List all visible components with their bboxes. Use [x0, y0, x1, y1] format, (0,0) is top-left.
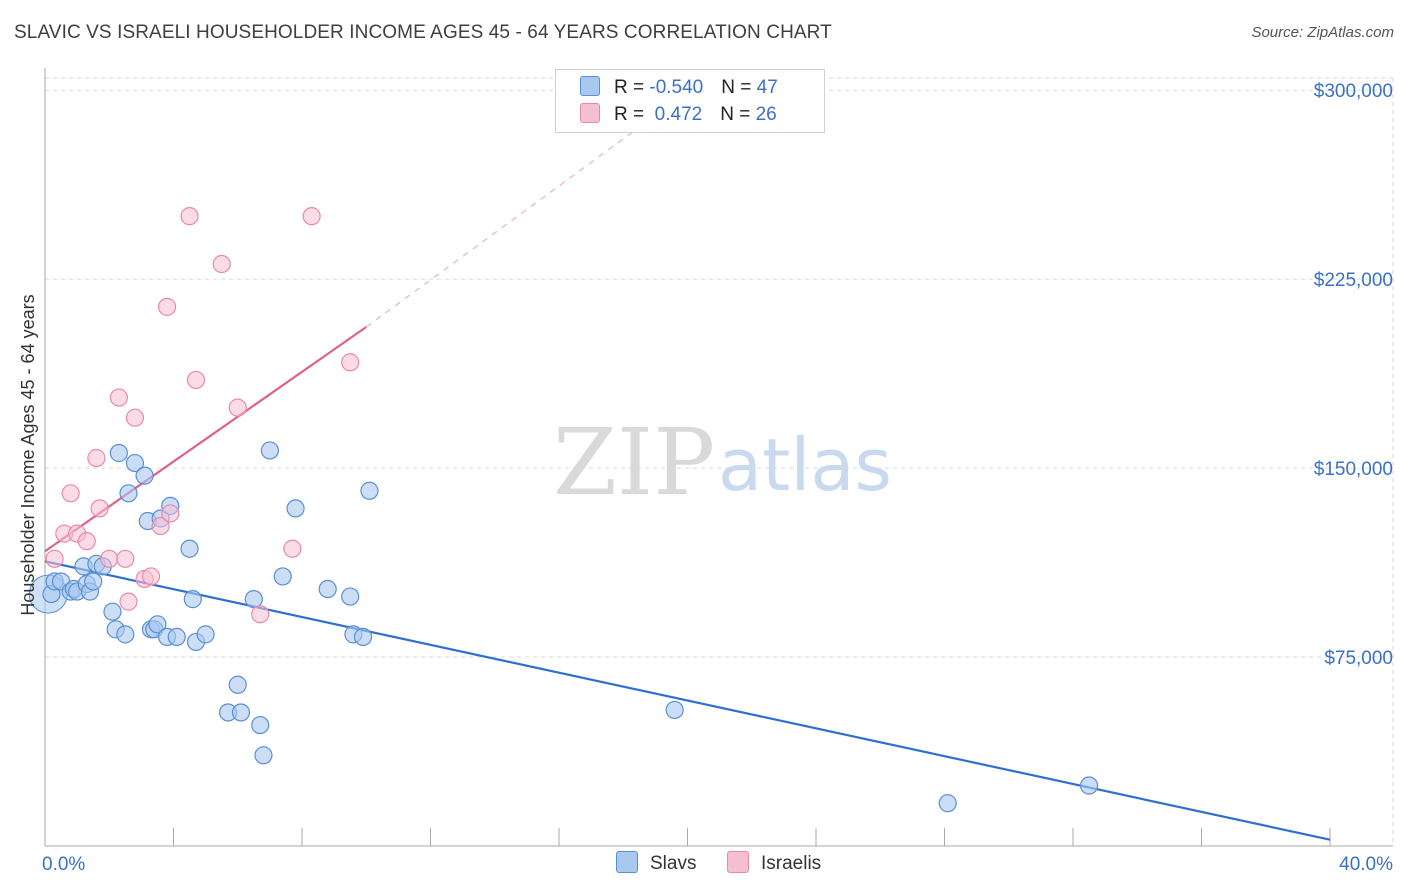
israelis-point [302, 207, 321, 226]
watermark-zip: ZIP [553, 409, 715, 516]
israelis-point [125, 408, 145, 427]
chart-title: SLAVIC VS ISRAELI HOUSEHOLDER INCOME AGE… [14, 22, 832, 43]
slavs-point [318, 579, 337, 599]
legend-row-israelis: R = 0.472 N = 26 [580, 103, 777, 129]
legend-row-slavs: R = -0.540 N = 47 [580, 76, 778, 102]
israelis-point [119, 592, 138, 611]
slavs-legend-label: Slavs [650, 853, 697, 874]
slavs-point [273, 567, 292, 586]
israelis-point [212, 254, 231, 274]
slavs-point [1079, 776, 1099, 795]
slavs-swatch [580, 76, 600, 96]
israelis-point [186, 370, 206, 390]
slavs-point [196, 625, 215, 644]
bottom-legend-israelis: Israelis [727, 851, 821, 875]
slavs-point [125, 453, 145, 473]
slavs-point [254, 746, 273, 765]
slavs-point [84, 572, 103, 591]
slavs-point [148, 615, 167, 634]
gridlines [45, 77, 1394, 846]
slavs-point [183, 590, 202, 609]
israelis-point [341, 353, 360, 372]
x-tick-label: 0.0% [42, 854, 85, 875]
slavs-point [228, 675, 247, 694]
slavs-point [119, 484, 138, 503]
israelis-point [141, 567, 161, 586]
slavs-point [244, 590, 263, 609]
x-tick-label: 40.0% [1339, 854, 1393, 875]
slavs-legend-swatch [616, 851, 638, 873]
slavs-point [360, 481, 379, 500]
israelis-point [251, 605, 270, 624]
slavs-point [938, 794, 957, 813]
axes [44, 68, 1393, 847]
slavs-point [116, 625, 135, 644]
correlation-legend: R = -0.540 N = 47 R = 0.472 N = 26 [555, 69, 825, 133]
source-label: Source: ZipAtlas.com [1251, 24, 1394, 41]
israelis-point [45, 549, 64, 568]
slavs-point [103, 602, 122, 621]
israelis-point [90, 499, 109, 518]
israelis-point [100, 549, 119, 568]
israelis-point [161, 504, 180, 523]
legend-n-label: N = [721, 77, 757, 98]
watermark: ZIP atlas [553, 409, 892, 516]
israelis-legend-label: Israelis [761, 853, 822, 874]
slavs-point [353, 627, 373, 646]
slavs-point [251, 715, 270, 735]
israelis-point [61, 484, 80, 503]
watermark-atlas: atlas [718, 423, 892, 507]
slavs-point [665, 700, 684, 720]
bottom-legend-slavs: Slavs [616, 851, 696, 875]
legend-n-label: N = [720, 104, 756, 125]
y-tick-label: $150,000 [1314, 459, 1393, 480]
israelis-point [87, 448, 106, 468]
slavs-point [167, 627, 186, 646]
slavs-point [286, 499, 305, 518]
israelis-point [228, 398, 247, 417]
slavs-point [109, 443, 128, 463]
legend-n-value-slavs: 47 [756, 77, 778, 98]
slavs-point [135, 466, 154, 485]
y-tick-label: $300,000 [1314, 81, 1393, 102]
israelis-trend-extension [365, 114, 656, 328]
legend-n-value-israelis: 26 [755, 104, 777, 125]
israelis-point [283, 539, 302, 558]
israelis-trend-line [44, 326, 367, 553]
israelis-point [180, 207, 199, 226]
israelis-swatch [580, 103, 600, 123]
slavs-point [180, 539, 199, 558]
slavs-point [341, 587, 360, 606]
slavs-point [231, 703, 251, 722]
axis-labels: $75,000 $150,000 $225,000 $300,000 0.0% 40.0%… [18, 81, 1393, 875]
slavs-trend-line [44, 560, 1331, 841]
israelis-legend-swatch [727, 851, 749, 873]
slavs-point [260, 441, 279, 460]
legend-r-value-israelis: 0.472 [649, 104, 703, 125]
y-axis-label: Householder Income Ages 45 - 64 years [18, 294, 38, 615]
data-points [28, 207, 1099, 813]
israelis-point [157, 297, 177, 316]
legend-r-label: R = [614, 77, 650, 98]
y-tick-label: $75,000 [1324, 648, 1393, 669]
israelis-point [77, 532, 96, 551]
israelis-point [109, 388, 128, 407]
y-tick-label: $225,000 [1314, 270, 1393, 291]
israelis-point [116, 549, 135, 568]
legend-r-value-slavs: -0.540 [649, 77, 704, 98]
israelis-point [151, 516, 170, 536]
legend-r-label: R = [614, 104, 650, 125]
